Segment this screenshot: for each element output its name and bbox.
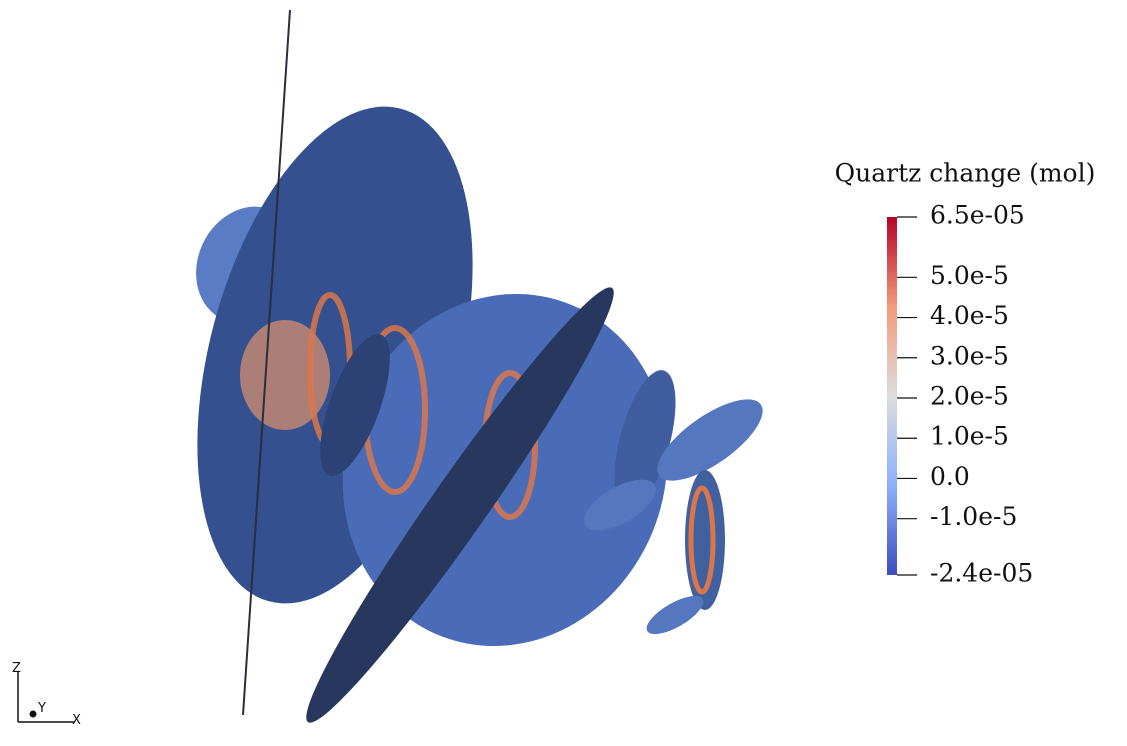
legend-tick-label: -2.4e-05 — [930, 559, 1033, 588]
legend-tick-label: 1.0e-5 — [930, 422, 1009, 451]
z-label: Z — [12, 661, 21, 676]
render-view: Quartz change (mol) 6.5e-05 5.0e-5 4.0e-5 3… — [0, 0, 1127, 746]
legend-tick-label: 0.0 — [930, 462, 970, 491]
color-bar — [887, 217, 897, 575]
legend-tick-label: 3.0e-5 — [930, 341, 1009, 370]
color-legend: Quartz change (mol) 6.5e-05 5.0e-5 4.0e-5 3… — [835, 159, 1096, 588]
y-axis — [30, 711, 37, 718]
legend-tick-label: 4.0e-5 — [930, 301, 1009, 330]
legend-tick-label: -1.0e-5 — [930, 502, 1017, 531]
fracture — [641, 589, 708, 642]
orientation-axes: Z Y X — [12, 661, 81, 728]
legend-title: Quartz change (mol) — [835, 159, 1096, 188]
legend-tick-label: 5.0e-5 — [930, 261, 1009, 290]
legend-tick-label: 2.0e-5 — [930, 382, 1009, 411]
fracture-scene — [148, 10, 774, 738]
legend-tick-label: 6.5e-05 — [930, 201, 1025, 230]
y-label: Y — [37, 701, 46, 716]
x-label: X — [72, 713, 81, 728]
